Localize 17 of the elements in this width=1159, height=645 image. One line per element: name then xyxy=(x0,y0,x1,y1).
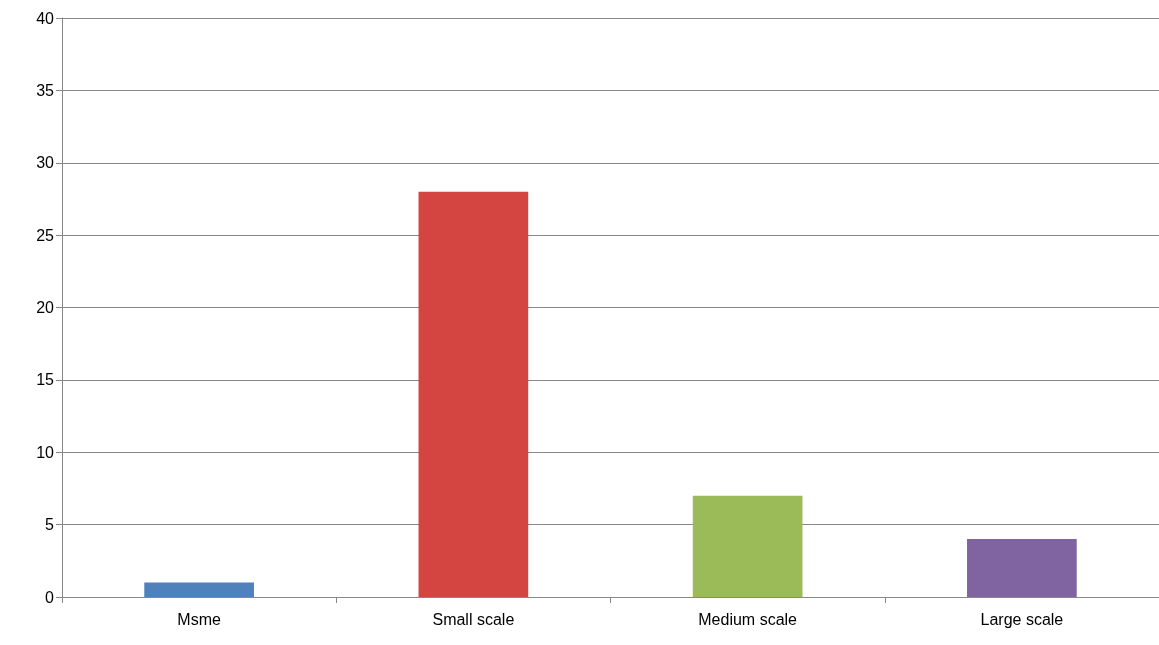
bar xyxy=(967,539,1077,597)
bar xyxy=(144,582,254,597)
bar xyxy=(418,191,529,597)
y-tick-label: 0 xyxy=(45,588,55,606)
y-tick-label: 40 xyxy=(36,9,55,27)
y-tick-label: 30 xyxy=(36,154,55,172)
x-tick-label: Small scale xyxy=(432,610,515,628)
x-tick-label: Large scale xyxy=(980,610,1064,628)
y-tick-label: 10 xyxy=(36,443,55,461)
bar xyxy=(692,495,803,597)
y-tick-label: 5 xyxy=(45,516,55,534)
y-tick-label: 15 xyxy=(36,371,55,389)
y-tick-label: 20 xyxy=(36,299,55,316)
y-tick-label: 35 xyxy=(36,81,55,99)
x-tick-label: Msme xyxy=(177,610,221,628)
y-tick-label: 25 xyxy=(36,226,55,244)
x-tick-label: Medium scale xyxy=(698,610,798,628)
